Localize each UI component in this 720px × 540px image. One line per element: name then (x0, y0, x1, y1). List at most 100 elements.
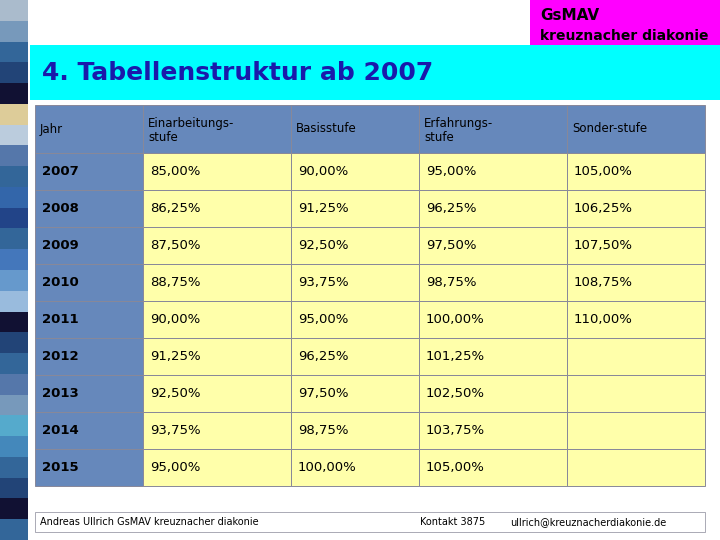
Bar (0, 415, 28, 436)
Bar (35, 449, 143, 486)
Bar (35, 375, 143, 412)
Text: 2011: 2011 (42, 313, 78, 326)
Text: 85,00%: 85,00% (150, 165, 200, 178)
Text: 96,25%: 96,25% (298, 350, 348, 363)
Bar (35, 190, 143, 227)
Text: 2009: 2009 (42, 239, 78, 252)
Text: 107,50%: 107,50% (574, 239, 633, 252)
Bar (419, 153, 567, 190)
Bar (35, 512, 705, 532)
Text: 87,50%: 87,50% (150, 239, 200, 252)
Text: 92,50%: 92,50% (298, 239, 348, 252)
Bar (567, 264, 705, 301)
Text: 2007: 2007 (42, 165, 78, 178)
Bar (0, 208, 28, 228)
Text: 92,50%: 92,50% (150, 387, 200, 400)
Bar (419, 301, 567, 338)
Text: Sonder-stufe: Sonder-stufe (572, 123, 647, 136)
Text: 102,50%: 102,50% (426, 387, 485, 400)
Bar (291, 449, 419, 486)
Text: 100,00%: 100,00% (426, 313, 485, 326)
Text: kreuznacher diakonie: kreuznacher diakonie (540, 29, 708, 43)
Bar (419, 105, 567, 153)
Bar (0, 145, 28, 166)
Text: 105,00%: 105,00% (426, 461, 485, 474)
Text: 2010: 2010 (42, 276, 78, 289)
Bar (0, 228, 28, 249)
Text: 97,50%: 97,50% (298, 387, 348, 400)
Text: 101,25%: 101,25% (426, 350, 485, 363)
Bar (0, 312, 28, 332)
Text: 90,00%: 90,00% (298, 165, 348, 178)
Bar (567, 105, 705, 153)
Bar (0, 353, 28, 374)
Bar (143, 190, 291, 227)
Bar (0, 498, 28, 519)
Text: 2012: 2012 (42, 350, 78, 363)
Text: 110,00%: 110,00% (574, 313, 633, 326)
Bar (143, 264, 291, 301)
Bar (419, 375, 567, 412)
Bar (291, 227, 419, 264)
Bar (35, 301, 143, 338)
Bar (35, 412, 143, 449)
Bar (143, 105, 291, 153)
Bar (291, 375, 419, 412)
Text: 98,75%: 98,75% (426, 276, 477, 289)
Text: 2014: 2014 (42, 424, 78, 437)
Bar (419, 190, 567, 227)
Bar (567, 190, 705, 227)
Text: 98,75%: 98,75% (298, 424, 348, 437)
Bar (0, 104, 28, 125)
Text: 2013: 2013 (42, 387, 78, 400)
Text: 95,00%: 95,00% (426, 165, 477, 178)
Bar (0, 374, 28, 395)
Text: 91,25%: 91,25% (298, 202, 348, 215)
Bar (0, 83, 28, 104)
Bar (567, 301, 705, 338)
Bar (143, 153, 291, 190)
Bar (143, 375, 291, 412)
Bar (567, 449, 705, 486)
Text: 93,75%: 93,75% (298, 276, 348, 289)
Bar (291, 412, 419, 449)
Bar (0, 0, 28, 21)
Text: Andreas Ullrich GsMAV kreuznacher diakonie: Andreas Ullrich GsMAV kreuznacher diakon… (40, 517, 258, 527)
Bar (0, 332, 28, 353)
Text: 86,25%: 86,25% (150, 202, 200, 215)
Bar (0, 478, 28, 498)
Bar (0, 125, 28, 145)
Bar (291, 153, 419, 190)
Bar (567, 153, 705, 190)
Bar (143, 338, 291, 375)
Bar (143, 412, 291, 449)
Bar (291, 301, 419, 338)
Bar (567, 375, 705, 412)
Text: 4. Tabellenstruktur ab 2007: 4. Tabellenstruktur ab 2007 (42, 60, 433, 84)
Bar (291, 264, 419, 301)
Bar (35, 264, 143, 301)
Text: 108,75%: 108,75% (574, 276, 633, 289)
Bar (419, 338, 567, 375)
Text: 91,25%: 91,25% (150, 350, 201, 363)
Text: 97,50%: 97,50% (426, 239, 477, 252)
Bar (419, 449, 567, 486)
Bar (291, 105, 419, 153)
Text: 100,00%: 100,00% (298, 461, 356, 474)
Text: stufe: stufe (148, 131, 178, 144)
Bar (35, 227, 143, 264)
Text: GsMAV: GsMAV (540, 8, 599, 23)
Bar (567, 338, 705, 375)
Text: Basisstufe: Basisstufe (296, 123, 356, 136)
Text: ullrich@kreuznacherdiakonie.de: ullrich@kreuznacherdiakonie.de (510, 517, 666, 527)
Bar (35, 338, 143, 375)
Bar (0, 62, 28, 83)
Bar (419, 264, 567, 301)
Bar (567, 412, 705, 449)
Bar (35, 105, 143, 153)
Bar (30, 45, 720, 100)
Text: Erfahrungs-: Erfahrungs- (424, 117, 493, 130)
Text: 95,00%: 95,00% (298, 313, 348, 326)
Bar (291, 190, 419, 227)
Bar (143, 449, 291, 486)
